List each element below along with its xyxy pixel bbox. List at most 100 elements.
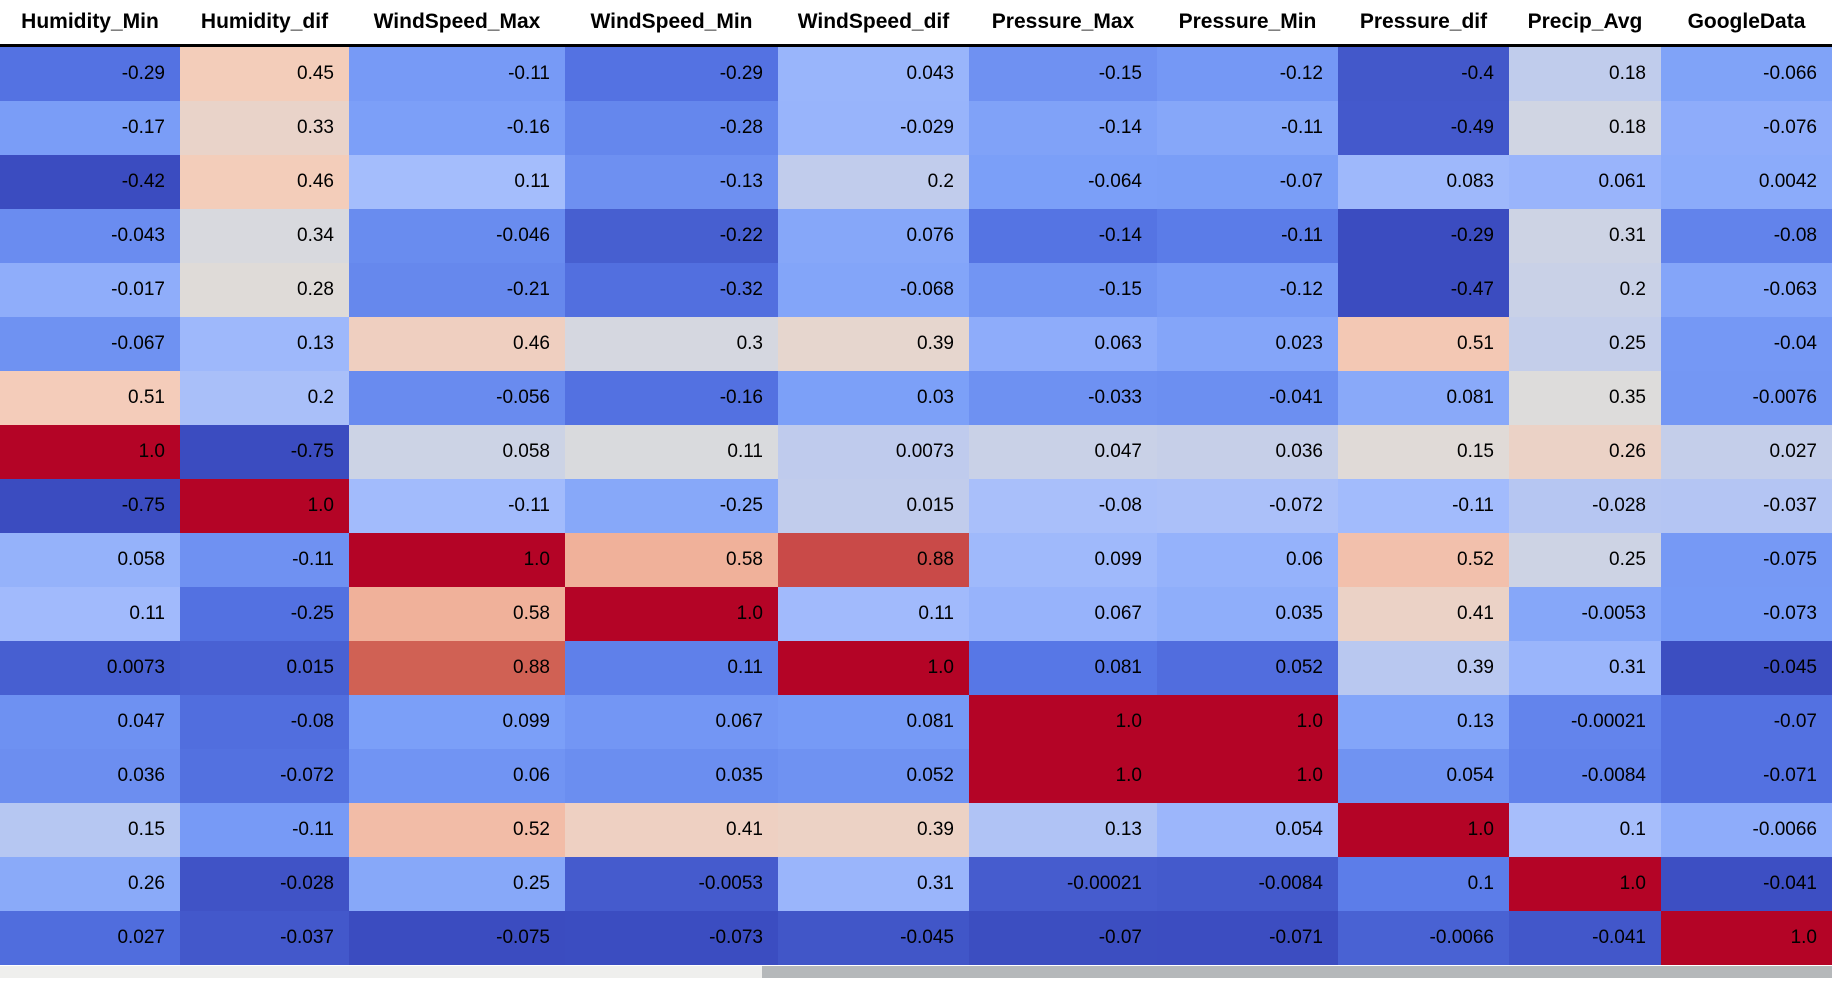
- heatmap-cell: -0.08: [969, 479, 1157, 533]
- heatmap-cell: 0.46: [349, 317, 565, 371]
- heatmap-cell: 0.34: [180, 209, 349, 263]
- heatmap-cell: -0.12: [1157, 47, 1338, 101]
- heatmap-cell: 0.035: [565, 749, 778, 803]
- scrollbar-thumb[interactable]: [762, 966, 1832, 978]
- heatmap-cell: 0.31: [778, 857, 969, 911]
- heatmap-row: 0.047 -0.08 0.099 0.067 0.081 1.0 1.0 0.13 -0.00…: [0, 695, 1832, 749]
- heatmap-cell: 0.1: [1338, 857, 1509, 911]
- heatmap-cell: 0.063: [969, 317, 1157, 371]
- heatmap-cell: 0.52: [349, 803, 565, 857]
- heatmap-row: 0.15 -0.11 0.52 0.41 0.39 0.13 0.054 1.0 0.1 -0.0…: [0, 803, 1832, 857]
- column-header-windspeed_min: WindSpeed_Min: [590, 10, 753, 33]
- heatmap-cell: 0.28: [180, 263, 349, 317]
- heatmap-body: -0.29 0.45 -0.11 -0.29 0.043 -0.15 -0.12 -0.4 0.…: [0, 47, 1832, 965]
- heatmap-cell: 0.099: [349, 695, 565, 749]
- heatmap-cell: 0.052: [778, 749, 969, 803]
- heatmap-cell: 1.0: [1661, 911, 1832, 965]
- heatmap-cell: -0.043: [0, 209, 180, 263]
- heatmap-cell: -0.0053: [1509, 587, 1661, 641]
- heatmap-cell: -0.07: [969, 911, 1157, 965]
- heatmap-cell: -0.056: [349, 371, 565, 425]
- heatmap-cell: -0.11: [180, 803, 349, 857]
- heatmap-row: -0.043 0.34 -0.046 -0.22 0.076 -0.14 -0.11 -0.2…: [0, 209, 1832, 263]
- heatmap-row: 0.036 -0.072 0.06 0.035 0.052 1.0 1.0 0.054 -0.0…: [0, 749, 1832, 803]
- heatmap-cell: 0.39: [778, 803, 969, 857]
- heatmap-cell: -0.75: [0, 479, 180, 533]
- column-header-pressure_max: Pressure_Max: [991, 10, 1135, 33]
- heatmap-cell: 0.11: [565, 641, 778, 695]
- heatmap-row: 0.027 -0.037 -0.075 -0.073 -0.045 -0.07 -0.071…: [0, 911, 1832, 965]
- heatmap-cell: 0.03: [778, 371, 969, 425]
- heatmap-cell: -0.0084: [1509, 749, 1661, 803]
- heatmap-cell: -0.47: [1338, 263, 1509, 317]
- heatmap-cell: 1.0: [969, 749, 1157, 803]
- heatmap-cell: 1.0: [180, 479, 349, 533]
- heatmap-cell: 0.081: [1338, 371, 1509, 425]
- heatmap-cell: -0.076: [1661, 101, 1832, 155]
- heatmap-row: 0.26 -0.028 0.25 -0.0053 0.31 -0.00021 -0.0084…: [0, 857, 1832, 911]
- heatmap-cell: -0.028: [180, 857, 349, 911]
- heatmap-cell: 0.023: [1157, 317, 1338, 371]
- heatmap-cell: 1.0: [1509, 857, 1661, 911]
- heatmap-cell: 0.13: [969, 803, 1157, 857]
- heatmap-cell: -0.11: [1157, 101, 1338, 155]
- heatmap-cell: 0.35: [1509, 371, 1661, 425]
- heatmap-row: -0.17 0.33 -0.16 -0.28 -0.029 -0.14 -0.11 -0.49…: [0, 101, 1832, 155]
- heatmap-cell: -0.072: [180, 749, 349, 803]
- heatmap-cell: -0.0053: [565, 857, 778, 911]
- heatmap-cell: 0.13: [1338, 695, 1509, 749]
- heatmap-cell: -0.033: [969, 371, 1157, 425]
- heatmap-row: -0.42 0.46 0.11 -0.13 0.2 -0.064 -0.07 0.083 0.0…: [0, 155, 1832, 209]
- heatmap-cell: -0.08: [1661, 209, 1832, 263]
- heatmap-cell: -0.037: [180, 911, 349, 965]
- heatmap-cell: 1.0: [1338, 803, 1509, 857]
- heatmap-cell: -0.072: [1157, 479, 1338, 533]
- heatmap-cell: 0.054: [1338, 749, 1509, 803]
- heatmap-cell: -0.04: [1661, 317, 1832, 371]
- heatmap-cell: 0.11: [349, 155, 565, 209]
- heatmap-cell: 0.06: [349, 749, 565, 803]
- heatmap-cell: -0.16: [349, 101, 565, 155]
- heatmap-cell: -0.14: [969, 209, 1157, 263]
- heatmap-cell: 0.15: [1338, 425, 1509, 479]
- heatmap-cell: 0.39: [1338, 641, 1509, 695]
- heatmap-cell: 1.0: [1157, 695, 1338, 749]
- heatmap-cell: -0.22: [565, 209, 778, 263]
- heatmap-cell: -0.064: [969, 155, 1157, 209]
- heatmap-cell: 0.26: [0, 857, 180, 911]
- heatmap-row: -0.067 0.13 0.46 0.3 0.39 0.063 0.023 0.51 0.25-…: [0, 317, 1832, 371]
- heatmap-cell: -0.037: [1661, 479, 1832, 533]
- heatmap-cell: -0.11: [180, 533, 349, 587]
- heatmap-cell: -0.066: [1661, 47, 1832, 101]
- heatmap-cell: -0.07: [1157, 155, 1338, 209]
- column-header-windspeed_max: WindSpeed_Max: [373, 10, 541, 33]
- heatmap-cell: -0.25: [180, 587, 349, 641]
- heatmap-cell: 0.41: [1338, 587, 1509, 641]
- heatmap-cell: -0.0084: [1157, 857, 1338, 911]
- heatmap-cell: 0.25: [1509, 533, 1661, 587]
- heatmap-cell: -0.046: [349, 209, 565, 263]
- heatmap-cell: 0.52: [1338, 533, 1509, 587]
- heatmap-cell: 0.51: [0, 371, 180, 425]
- heatmap-cell: -0.028: [1509, 479, 1661, 533]
- heatmap-cell: 1.0: [349, 533, 565, 587]
- heatmap-cell: -0.14: [969, 101, 1157, 155]
- heatmap-cell: -0.4: [1338, 47, 1509, 101]
- horizontal-scrollbar[interactable]: [0, 966, 1832, 978]
- heatmap-row: -0.29 0.45 -0.11 -0.29 0.043 -0.15 -0.12 -0.4 0.…: [0, 47, 1832, 101]
- heatmap-cell: -0.28: [565, 101, 778, 155]
- heatmap-cell: -0.045: [778, 911, 969, 965]
- heatmap-cell: -0.073: [565, 911, 778, 965]
- heatmap-cell: -0.29: [565, 47, 778, 101]
- heatmap-cell: -0.017: [0, 263, 180, 317]
- heatmap-cell: 0.45: [180, 47, 349, 101]
- heatmap-cell: -0.041: [1509, 911, 1661, 965]
- heatmap-cell: -0.075: [349, 911, 565, 965]
- heatmap-cell: 0.13: [180, 317, 349, 371]
- heatmap-cell: 0.51: [1338, 317, 1509, 371]
- column-header-precip_avg: Precip_Avg: [1527, 10, 1643, 33]
- heatmap-cell: 1.0: [969, 695, 1157, 749]
- heatmap-cell: 0.06: [1157, 533, 1338, 587]
- heatmap-row: 0.51 0.2 -0.056 -0.16 0.03 -0.033 -0.041 0.081 0…: [0, 371, 1832, 425]
